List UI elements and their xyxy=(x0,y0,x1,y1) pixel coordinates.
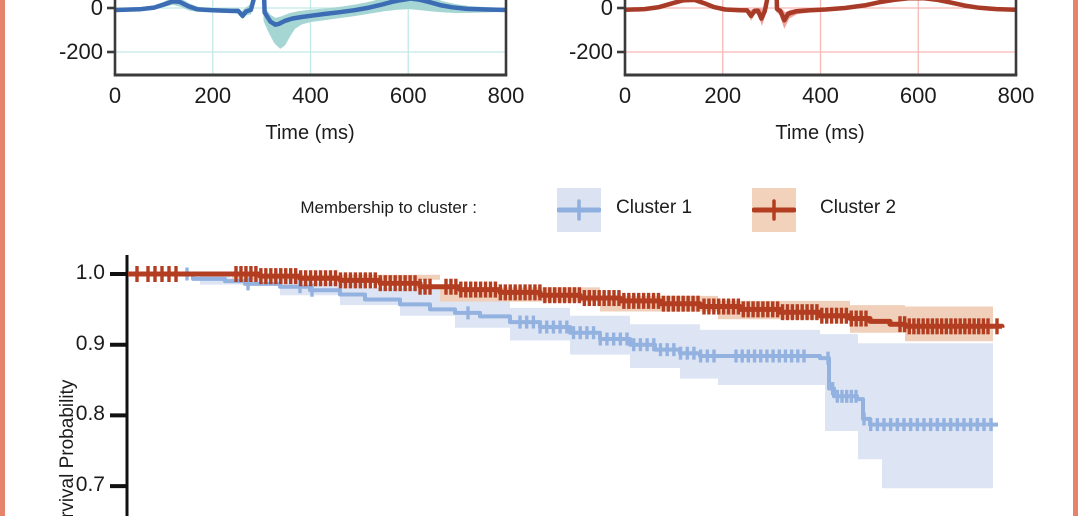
legend-title: Membership to cluster : xyxy=(300,198,477,217)
survival-ytick-label: 0.9 xyxy=(75,331,105,355)
survival-confidence-band-cluster-1 xyxy=(128,273,993,496)
ecg-xtick-label: 800 xyxy=(997,83,1035,108)
legend-label-cluster1: Cluster 1 xyxy=(616,197,693,218)
ecg-xtick-label: 0 xyxy=(618,83,632,108)
legend-swatch-cluster1 xyxy=(556,188,602,232)
survival-ytick-label: 1.0 xyxy=(75,261,105,284)
ecg-mean-line xyxy=(115,0,506,27)
legend: Membership to cluster : Cluster 1 Cluste… xyxy=(0,186,1078,236)
ecg-xtick-label: 600 xyxy=(389,83,427,108)
ecg-xtick-label: 800 xyxy=(487,83,525,108)
ecg-mean-line xyxy=(625,0,1016,23)
ecg-ytick-label: -200 xyxy=(58,39,103,64)
legend-label-cluster2: Cluster 2 xyxy=(820,197,897,218)
ecg-ytick-label: 0 xyxy=(600,0,613,20)
ecg-ytick-label: 0 xyxy=(90,0,103,20)
ecg2-xaxis-title: Time (ms) xyxy=(775,122,865,144)
ecg1-xaxis-title: Time (ms) xyxy=(265,122,355,144)
ecg-xtick-label: 400 xyxy=(292,83,329,108)
survival-ytick-label: 0.8 xyxy=(75,402,105,426)
survival-ytick-label: 0.7 xyxy=(75,473,105,497)
ecg-xtick-label: 0 xyxy=(108,83,122,108)
ecg-xtick-label: 400 xyxy=(802,83,839,108)
ecg-ytick-label: -200 xyxy=(568,39,613,64)
figure-border-right xyxy=(1073,0,1078,516)
km-line-marker-icon xyxy=(556,188,602,232)
figure-border-left xyxy=(0,0,5,516)
ecg-xtick-label: 200 xyxy=(194,83,232,108)
km-line-marker-icon xyxy=(751,188,797,232)
legend-swatch-cluster2 xyxy=(751,188,797,232)
survival-confidence-band-cluster-2 xyxy=(128,272,993,344)
ecg-xtick-label: 600 xyxy=(899,83,937,108)
ecg-xtick-label: 200 xyxy=(704,83,742,108)
